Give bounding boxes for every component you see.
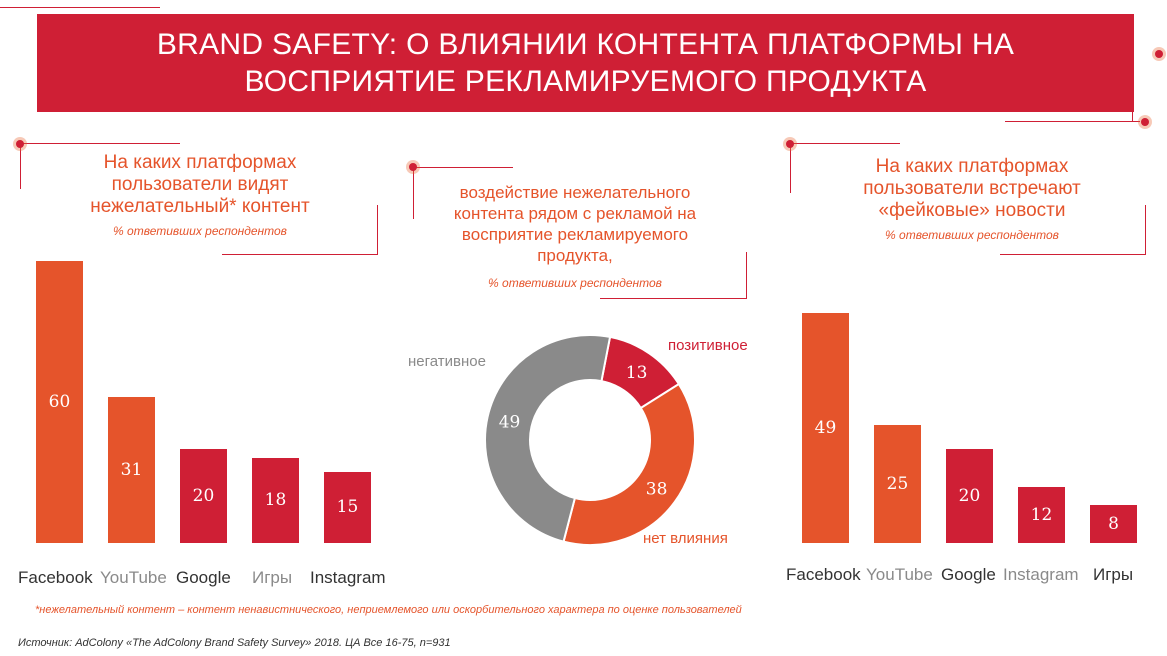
bar-facebook: 49 bbox=[802, 313, 849, 543]
title-line-2: ВОСПРИЯТИЕ РЕКЛАМИРУЕМОГО ПРОДУКТА bbox=[244, 65, 927, 98]
category-label: Facebook bbox=[786, 565, 861, 584]
bracket-line bbox=[600, 298, 747, 299]
category-label: YouTube bbox=[100, 568, 167, 587]
bar-youtube: 25 bbox=[874, 425, 921, 543]
category-label: YouTube bbox=[866, 565, 933, 584]
donut-label-negative: негативное bbox=[408, 353, 486, 370]
bar-facebook: 60 bbox=[36, 261, 83, 543]
left-panel-subtitle: % ответивших респондентов bbox=[113, 224, 287, 238]
donut-slice-negative bbox=[484, 334, 612, 543]
decor-line bbox=[1005, 121, 1140, 122]
bar-value-label: 20 bbox=[192, 486, 215, 506]
donut-label-positive: позитивное bbox=[668, 337, 748, 354]
title-line: восприятие рекламируемого bbox=[461, 225, 689, 244]
title-line-1: BRAND SAFETY: О ВЛИЯНИИ КОНТЕНТА ПЛАТФОР… bbox=[156, 28, 1015, 61]
title-line: На каких платформах bbox=[875, 156, 1069, 177]
title-line: На каких платформах bbox=[103, 152, 297, 173]
donut-value-label: 49 bbox=[499, 413, 521, 433]
donut-label-no-effect: нет влияния bbox=[643, 530, 728, 547]
title-line: продукта, bbox=[537, 246, 613, 265]
category-label: Игры bbox=[252, 568, 293, 587]
decor-line bbox=[0, 7, 160, 8]
title-line: нежелательный* контент bbox=[90, 196, 310, 217]
bracket-line bbox=[413, 167, 513, 168]
bar-value-label: 15 bbox=[336, 497, 359, 517]
middle-panel-subtitle: % ответивших респондентов bbox=[488, 276, 662, 290]
bar-value-label: 49 bbox=[814, 418, 837, 438]
bar-игры: 18 bbox=[252, 458, 299, 543]
page-title: BRAND SAFETY: О ВЛИЯНИИ КОНТЕНТА ПЛАТФОР… bbox=[37, 14, 1134, 112]
bar-игры: 8 bbox=[1090, 505, 1137, 543]
category-label: Instagram bbox=[1003, 565, 1079, 584]
decor-dot bbox=[1141, 118, 1149, 126]
bracket-line bbox=[413, 167, 414, 219]
title-line: пользователи встречают bbox=[863, 178, 1081, 199]
footnote: *нежелательный контент – контент ненавис… bbox=[35, 604, 742, 616]
bar-value-label: 60 bbox=[48, 392, 71, 412]
title-line: пользователи видят bbox=[111, 174, 289, 195]
category-label: Google bbox=[176, 568, 231, 587]
bar-value-label: 18 bbox=[264, 490, 287, 510]
title-line: «фейковые» новости bbox=[878, 200, 1066, 221]
category-label: Instagram bbox=[310, 568, 386, 587]
bar-value-label: 31 bbox=[120, 460, 143, 480]
bar-value-label: 12 bbox=[1030, 505, 1053, 525]
bracket-line bbox=[746, 252, 747, 299]
donut-value-label: 13 bbox=[626, 363, 648, 383]
decor-dot bbox=[1155, 50, 1163, 58]
donut-chart: 13 38 49 bbox=[484, 334, 696, 546]
decor-dot bbox=[409, 163, 417, 171]
decor-dot bbox=[16, 140, 24, 148]
decor-dot bbox=[786, 140, 794, 148]
bracket-line bbox=[377, 205, 378, 255]
bar-instagram: 12 bbox=[1018, 487, 1065, 543]
bracket-line bbox=[222, 254, 378, 255]
donut-slice-no-effect bbox=[562, 382, 696, 546]
right-panel-title: На каких платформах пользователи встреча… bbox=[812, 156, 1132, 222]
bar-google: 20 bbox=[180, 449, 227, 543]
title-line: контента рядом с рекламой на bbox=[453, 204, 697, 223]
category-label: Игры bbox=[1093, 565, 1134, 584]
bracket-line bbox=[790, 143, 791, 193]
left-panel-title: На каких платформах пользователи видят н… bbox=[40, 152, 360, 218]
category-label: Google bbox=[941, 565, 996, 584]
bracket-line bbox=[1000, 254, 1146, 255]
bracket-line bbox=[1145, 205, 1146, 255]
category-label: Facebook bbox=[18, 568, 93, 587]
bar-youtube: 31 bbox=[108, 397, 155, 543]
bar-value-label: 8 bbox=[1108, 514, 1119, 534]
middle-panel-title: воздействие нежелательного контента рядо… bbox=[420, 182, 730, 266]
bar-google: 20 bbox=[946, 449, 993, 543]
bar-value-label: 20 bbox=[958, 486, 981, 506]
right-panel-subtitle: % ответивших респондентов bbox=[885, 228, 1059, 242]
donut-value-label: 38 bbox=[646, 480, 668, 500]
bracket-line bbox=[20, 143, 180, 144]
bracket-line bbox=[20, 143, 21, 189]
title-line: воздействие нежелательного bbox=[459, 183, 691, 202]
source-note: Источник: AdColony «The AdColony Brand S… bbox=[18, 637, 451, 649]
bar-value-label: 25 bbox=[886, 474, 909, 494]
bar-instagram: 15 bbox=[324, 472, 371, 543]
bracket-line bbox=[790, 143, 900, 144]
